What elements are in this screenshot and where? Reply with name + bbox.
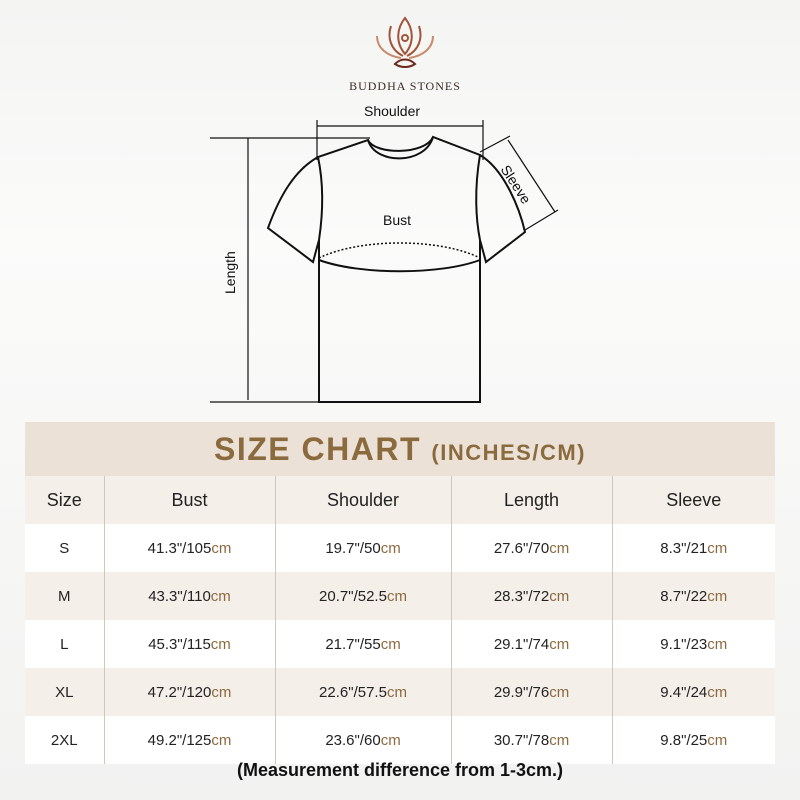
measurement-cell: 43.3"/110cm <box>103 572 275 620</box>
measurement-cell: 9.4"/24cm <box>611 668 776 716</box>
measurement-cell: 41.3"/105cm <box>103 524 275 572</box>
size-cell: 2XL <box>25 716 104 764</box>
measurement-cell: 49.2"/125cm <box>103 716 275 764</box>
table-row: XL 47.2"/120cm 22.6"/57.5cm 29.9"/76cm 9.4"/… <box>25 668 776 716</box>
measurement-cell: 20.7"/52.5cm <box>274 572 451 620</box>
measurement-cell: 21.7"/55cm <box>274 620 451 668</box>
header-length: Length <box>450 476 612 524</box>
measurement-cell: 27.6"/70cm <box>450 524 612 572</box>
size-cell: S <box>25 524 104 572</box>
tshirt-diagram: Shoulder Sleeve Bust Length <box>210 103 559 403</box>
lotus-meditation-icon <box>376 16 434 68</box>
unit-label: (INCHES/CM) <box>431 439 586 465</box>
measurement-cell: 22.6"/57.5cm <box>274 668 451 716</box>
size-chart-table: SIZE CHART (INCHES/CM) Size Bust Shoulde… <box>25 422 776 764</box>
tshirt-outline-icon <box>210 120 559 403</box>
table-row: 2XL 49.2"/125cm 23.6"/60cm 30.7"/78cm 9.8"/2… <box>25 716 776 764</box>
measurement-cell: 47.2"/120cm <box>103 668 275 716</box>
measurement-cell: 19.7"/50cm <box>274 524 451 572</box>
header-shoulder: Shoulder <box>274 476 451 524</box>
measurement-cell: 23.6"/60cm <box>274 716 451 764</box>
length-label: Length <box>222 251 238 294</box>
measurement-cell: 45.3"/115cm <box>103 620 275 668</box>
measurement-cell: 30.7"/78cm <box>450 716 612 764</box>
header-bust: Bust <box>103 476 275 524</box>
shoulder-label: Shoulder <box>364 103 421 119</box>
measurement-note: (Measurement difference from 1-3cm.) <box>236 760 564 780</box>
size-cell: L <box>25 620 104 668</box>
table-row: L 45.3"/115cm 21.7"/55cm 29.1"/74cm 9.1"/23c… <box>25 620 776 668</box>
bust-label: Bust <box>383 212 412 228</box>
measurement-cell: 28.3"/72cm <box>450 572 612 620</box>
header-sleeve: Sleeve <box>611 476 776 524</box>
brand-logo: BUDDHA STONES <box>340 14 470 94</box>
measurement-cell: 8.3"/21cm <box>611 524 776 572</box>
table-row: M 43.3"/110cm 20.7"/52.5cm 28.3"/72cm 8.7"/2… <box>25 572 776 620</box>
size-cell: M <box>25 572 104 620</box>
table-row: S 41.3"/105cm 19.7"/50cm 27.6"/70cm 8.3"/21c… <box>25 524 776 572</box>
measurement-cell: 8.7"/22cm <box>611 572 776 620</box>
size-chart-title: SIZE CHART (INCHES/CM) <box>25 422 776 476</box>
size-cell: XL <box>25 668 104 716</box>
header-size: Size <box>25 476 104 524</box>
header-row: Size Bust Shoulder Length Sleeve <box>25 476 776 524</box>
brand-name: BUDDHA STONES <box>349 79 461 93</box>
measurement-cell: 9.8"/25cm <box>611 716 776 764</box>
measurement-cell: 29.1"/74cm <box>450 620 612 668</box>
measurement-cell: 9.1"/23cm <box>611 620 776 668</box>
measurement-cell: 29.9"/76cm <box>450 668 612 716</box>
